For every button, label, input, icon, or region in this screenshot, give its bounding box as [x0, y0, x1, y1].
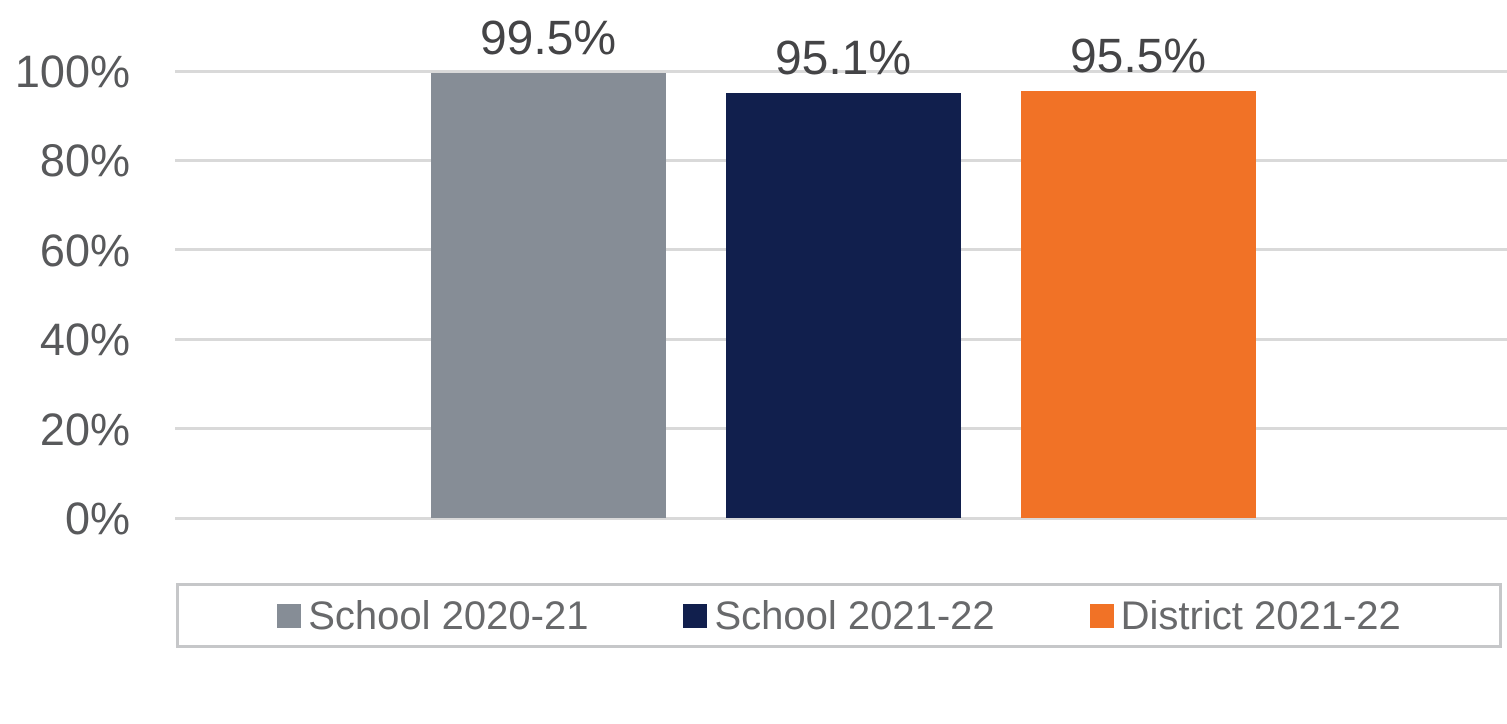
legend-swatch-school-2021-22 [683, 603, 708, 628]
bar-school-2021-22 [725, 92, 961, 518]
legend-item-school-2021-22: School 2021-22 [683, 593, 995, 638]
legend-label-district-2021-22: District 2021-22 [1120, 593, 1401, 638]
y-tick-label-20: 20% [39, 403, 130, 455]
legend-label-school-2020-21: School 2020-21 [308, 593, 589, 638]
legend-label-school-2021-22: School 2021-22 [714, 593, 995, 638]
legend-item-school-2020-21: School 2020-21 [277, 596, 588, 636]
value-label-school-2020-21: 99.5% [479, 12, 617, 66]
y-tick-label-0: 0% [64, 493, 130, 544]
y-tick-label-40: 40% [39, 314, 130, 366]
value-label-district-2021-22: 95.5% [1069, 30, 1207, 84]
gridline-0 [175, 516, 1507, 520]
legend-item-district-2021-22: District 2021-22 [1089, 593, 1401, 638]
y-tick-label-100: 100% [14, 46, 130, 97]
bar-school-2020-21 [430, 73, 666, 518]
y-tick-label-60: 60% [39, 224, 130, 276]
legend: School 2020-21 School 2021-22 District 202… [176, 583, 1502, 648]
y-tick-label-80: 80% [39, 135, 130, 187]
value-label-school-2021-22: 95.1% [774, 31, 912, 85]
gridline-100 [175, 69, 1507, 73]
legend-swatch-school-2020-21 [277, 603, 302, 628]
legend-swatch-district-2021-22 [1089, 603, 1114, 628]
bar-district-2021-22 [1020, 91, 1256, 518]
